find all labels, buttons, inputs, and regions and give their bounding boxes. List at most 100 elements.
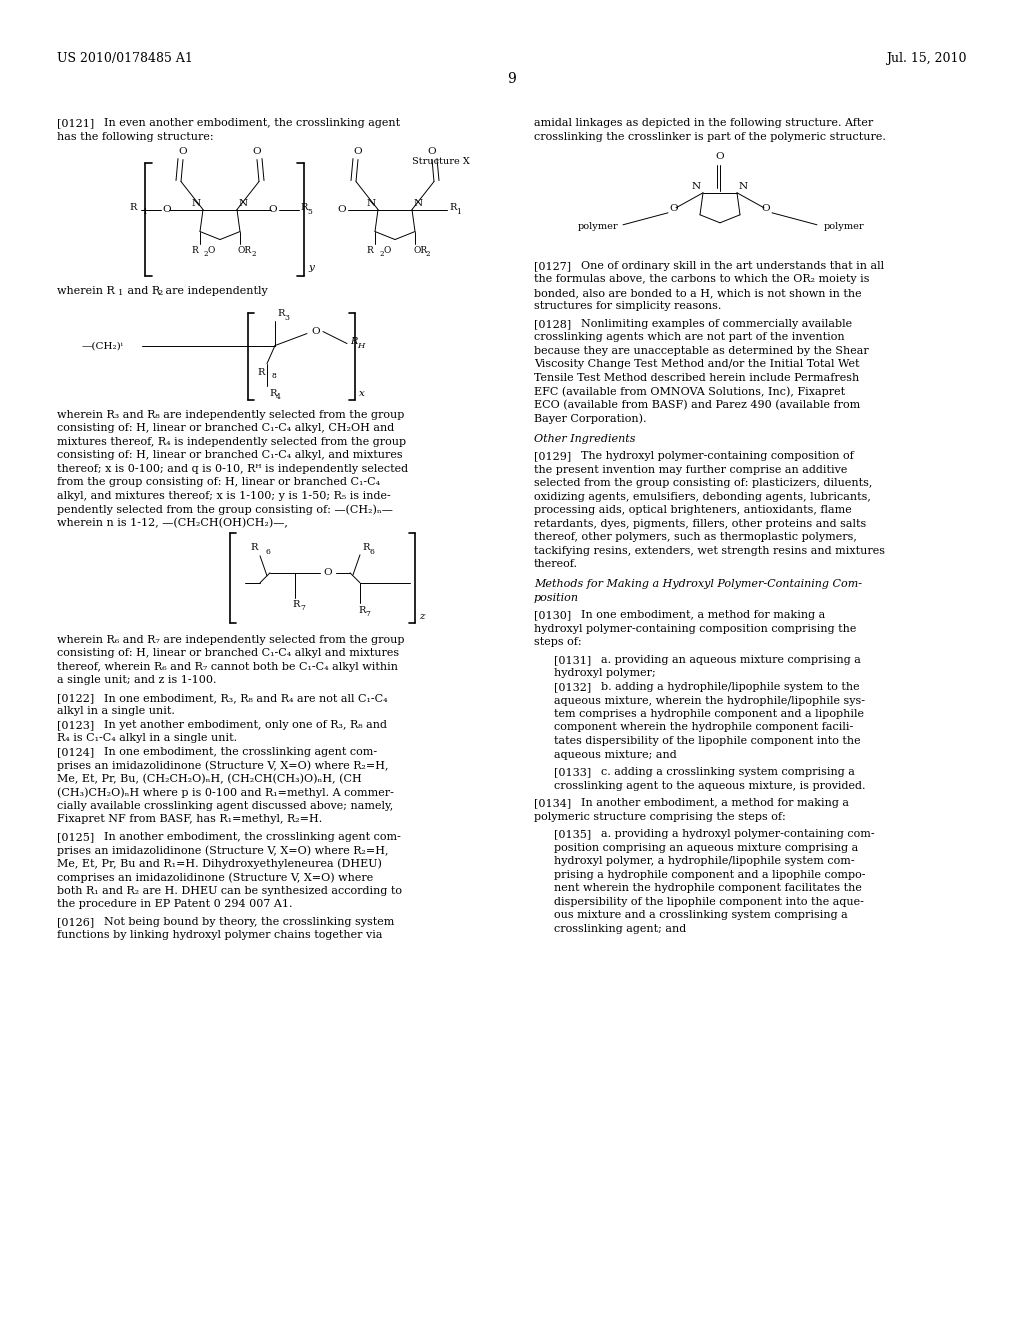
Text: y: y: [308, 263, 314, 272]
Text: H: H: [357, 342, 365, 350]
Text: R: R: [367, 246, 373, 255]
Text: In one embodiment, R₃, R₈ and R₄ are not all C₁-C₄: In one embodiment, R₃, R₈ and R₄ are not…: [104, 693, 388, 702]
Text: Tensile Test Method described herein include Permafresh: Tensile Test Method described herein inc…: [534, 372, 859, 383]
Text: aqueous mixture, wherein the hydrophile/lipophile sys-: aqueous mixture, wherein the hydrophile/…: [554, 696, 865, 705]
Text: polymer: polymer: [578, 222, 618, 231]
Text: Other Ingredients: Other Ingredients: [534, 433, 636, 444]
Text: selected from the group consisting of: plasticizers, diluents,: selected from the group consisting of: p…: [534, 478, 872, 488]
Text: oxidizing agents, emulsifiers, debonding agents, lubricants,: oxidizing agents, emulsifiers, debonding…: [534, 491, 870, 502]
Text: O: O: [268, 205, 278, 214]
Text: z: z: [419, 611, 425, 620]
Text: [0127]: [0127]: [534, 261, 571, 271]
Text: Fixapret NF from BASF, has R₁=methyl, R₂=H.: Fixapret NF from BASF, has R₁=methyl, R₂…: [57, 814, 323, 825]
Text: consisting of: H, linear or branched C₁-C₄ alkyl, and mixtures: consisting of: H, linear or branched C₁-…: [57, 450, 402, 461]
Text: 9: 9: [508, 73, 516, 86]
Text: pendently selected from the group consisting of: —(CH₂)ₙ—: pendently selected from the group consis…: [57, 504, 393, 515]
Text: R: R: [278, 309, 285, 318]
Text: O: O: [762, 205, 770, 214]
Text: OR: OR: [413, 246, 427, 255]
Text: crosslinking the crosslinker is part of the polymeric structure.: crosslinking the crosslinker is part of …: [534, 132, 886, 141]
Text: tates dispersibility of the lipophile component into the: tates dispersibility of the lipophile co…: [554, 737, 860, 746]
Text: In another embodiment, the crosslinking agent com-: In another embodiment, the crosslinking …: [104, 832, 400, 842]
Text: polymer: polymer: [824, 222, 864, 231]
Text: [0131]: [0131]: [554, 655, 591, 665]
Text: [0122]: [0122]: [57, 693, 94, 702]
Text: hydroxyl polymer;: hydroxyl polymer;: [554, 668, 655, 678]
Text: O: O: [428, 147, 436, 156]
Text: R: R: [251, 543, 258, 552]
Text: R: R: [362, 543, 370, 552]
Text: from the group consisting of: H, linear or branched C₁-C₄: from the group consisting of: H, linear …: [57, 477, 380, 487]
Text: dispersibility of the lipophile component into the aque-: dispersibility of the lipophile componen…: [554, 896, 864, 907]
Text: [0133]: [0133]: [554, 767, 591, 777]
Text: consisting of: H, linear or branched C₁-C₄ alkyl and mixtures: consisting of: H, linear or branched C₁-…: [57, 648, 399, 659]
Text: thereof; x is 0-100; and q is 0-10, Rᴴ is independently selected: thereof; x is 0-100; and q is 0-10, Rᴴ i…: [57, 463, 409, 474]
Text: x: x: [359, 388, 365, 397]
Text: prises an imidazolidinone (Structure V, X=O) where R₂=H,: prises an imidazolidinone (Structure V, …: [57, 845, 388, 855]
Text: prises an imidazolidinone (Structure V, X=O) where R₂=H,: prises an imidazolidinone (Structure V, …: [57, 760, 388, 771]
Text: crosslinking agents which are not part of the invention: crosslinking agents which are not part o…: [534, 333, 845, 342]
Text: [0126]: [0126]: [57, 917, 94, 927]
Text: component wherein the hydrophile component facili-: component wherein the hydrophile compone…: [554, 722, 853, 733]
Text: and R: and R: [124, 285, 160, 296]
Text: has the following structure:: has the following structure:: [57, 132, 214, 141]
Text: 1: 1: [456, 207, 461, 215]
Text: R: R: [449, 203, 457, 213]
Text: [0129]: [0129]: [534, 451, 571, 461]
Text: aqueous mixture; and: aqueous mixture; and: [554, 750, 677, 759]
Text: R: R: [358, 606, 366, 615]
Text: The hydroxyl polymer-containing composition of: The hydroxyl polymer-containing composit…: [581, 451, 854, 461]
Text: 7: 7: [365, 610, 370, 618]
Text: O: O: [208, 246, 215, 255]
Text: R₄ is C₁-C₄ alkyl in a single unit.: R₄ is C₁-C₄ alkyl in a single unit.: [57, 734, 238, 743]
Text: O: O: [163, 205, 171, 214]
Text: Bayer Corporation).: Bayer Corporation).: [534, 413, 646, 424]
Text: Methods for Making a Hydroxyl Polymer-Containing Com-: Methods for Making a Hydroxyl Polymer-Co…: [534, 579, 862, 590]
Text: Viscosity Change Test Method and/or the Initial Total Wet: Viscosity Change Test Method and/or the …: [534, 359, 859, 370]
Text: O: O: [353, 147, 362, 156]
Text: consisting of: H, linear or branched C₁-C₄ alkyl, CH₂OH and: consisting of: H, linear or branched C₁-…: [57, 422, 394, 433]
Text: position: position: [534, 593, 579, 603]
Text: N: N: [414, 198, 423, 207]
Text: N: N: [739, 182, 749, 191]
Text: In even another embodiment, the crosslinking agent: In even another embodiment, the crosslin…: [104, 117, 400, 128]
Text: 3: 3: [284, 314, 289, 322]
Text: 2: 2: [251, 249, 256, 257]
Text: R: R: [130, 203, 137, 213]
Text: because they are unacceptable as determined by the Shear: because they are unacceptable as determi…: [534, 346, 868, 356]
Text: wherein R₃ and R₈ are independently selected from the group: wherein R₃ and R₈ are independently sele…: [57, 409, 404, 420]
Text: O: O: [178, 147, 187, 156]
Text: 1: 1: [118, 289, 123, 297]
Text: In one embodiment, a method for making a: In one embodiment, a method for making a: [581, 610, 825, 620]
Text: 5: 5: [307, 207, 312, 215]
Text: (CH₃)CH₂O)ₙH where p is 0-100 and R₁=methyl. A commer-: (CH₃)CH₂O)ₙH where p is 0-100 and R₁=met…: [57, 787, 394, 797]
Text: a. providing a hydroxyl polymer-containing com-: a. providing a hydroxyl polymer-containi…: [601, 829, 874, 840]
Text: 4: 4: [276, 392, 281, 400]
Text: 8: 8: [271, 371, 275, 380]
Text: R: R: [269, 388, 276, 397]
Text: O: O: [716, 152, 724, 161]
Text: alkyl in a single unit.: alkyl in a single unit.: [57, 706, 175, 717]
Text: Jul. 15, 2010: Jul. 15, 2010: [887, 51, 967, 65]
Text: O: O: [253, 147, 261, 156]
Text: ECO (available from BASF) and Parez 490 (available from: ECO (available from BASF) and Parez 490 …: [534, 400, 860, 411]
Text: retardants, dyes, pigments, fillers, other proteins and salts: retardants, dyes, pigments, fillers, oth…: [534, 519, 866, 528]
Text: [0121]: [0121]: [57, 117, 94, 128]
Text: Structure X: Structure X: [412, 157, 470, 166]
Text: the procedure in EP Patent 0 294 007 A1.: the procedure in EP Patent 0 294 007 A1.: [57, 899, 293, 909]
Text: mixtures thereof, R₄ is independently selected from the group: mixtures thereof, R₄ is independently se…: [57, 437, 407, 446]
Text: [0130]: [0130]: [534, 610, 571, 620]
Text: hydroxyl polymer, a hydrophile/lipophile system com-: hydroxyl polymer, a hydrophile/lipophile…: [554, 857, 855, 866]
Text: thereof, other polymers, such as thermoplastic polymers,: thereof, other polymers, such as thermop…: [534, 532, 857, 543]
Text: 2: 2: [204, 249, 209, 257]
Text: R: R: [292, 599, 299, 609]
Text: 7: 7: [300, 603, 305, 611]
Text: N: N: [191, 198, 201, 207]
Text: tem comprises a hydrophile component and a lipophile: tem comprises a hydrophile component and…: [554, 709, 864, 719]
Text: In another embodiment, a method for making a: In another embodiment, a method for maki…: [581, 799, 849, 808]
Text: O: O: [324, 569, 333, 577]
Text: [0128]: [0128]: [534, 319, 571, 329]
Text: wherein R₆ and R₇ are independently selected from the group: wherein R₆ and R₇ are independently sele…: [57, 635, 404, 644]
Text: OR: OR: [238, 246, 252, 255]
Text: are independently: are independently: [162, 285, 267, 296]
